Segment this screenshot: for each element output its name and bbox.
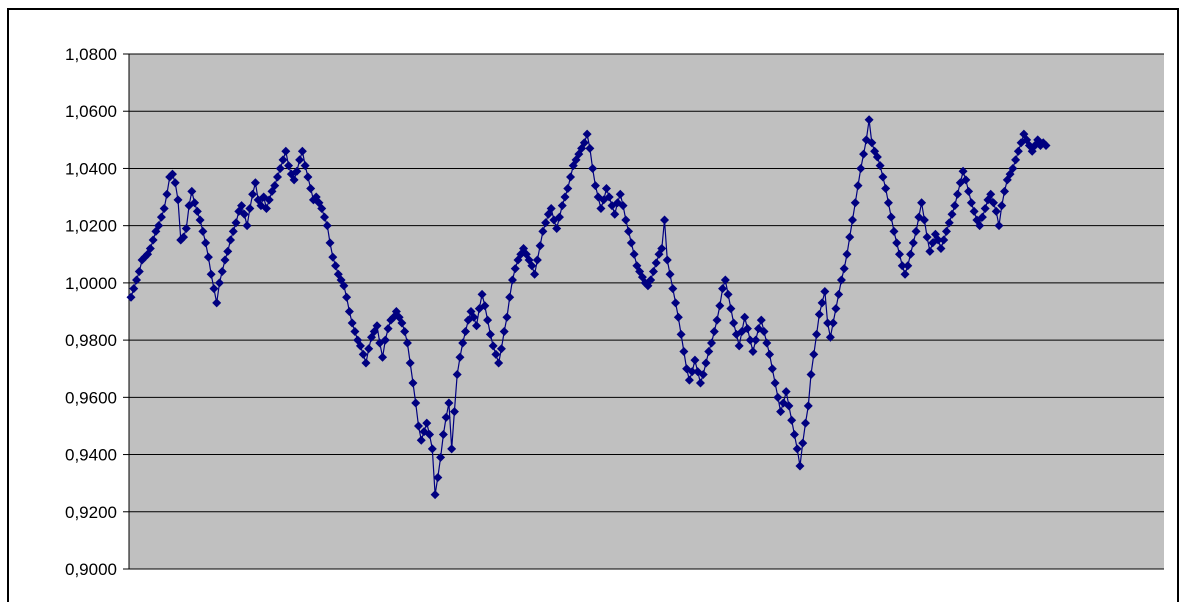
y-tick-label: 0,9200 bbox=[65, 503, 117, 522]
y-tick-label: 1,0800 bbox=[65, 45, 117, 64]
y-tick-label: 1,0600 bbox=[65, 102, 117, 121]
y-tick-label: 1,0400 bbox=[65, 159, 117, 178]
y-axis-ticks: 0,9000 0,9200 0,9400 0,9600 0,9800 1,0000 1,02… bbox=[65, 45, 129, 579]
y-tick-label: 0,9800 bbox=[65, 331, 117, 350]
y-tick-label: 1,0200 bbox=[65, 217, 117, 236]
y-tick-label: 1,0000 bbox=[65, 274, 117, 293]
plot-area bbox=[129, 54, 1164, 569]
y-tick-label: 0,9600 bbox=[65, 388, 117, 407]
y-tick-label: 0,9400 bbox=[65, 446, 117, 465]
y-tick-label: 0,9000 bbox=[65, 560, 117, 579]
